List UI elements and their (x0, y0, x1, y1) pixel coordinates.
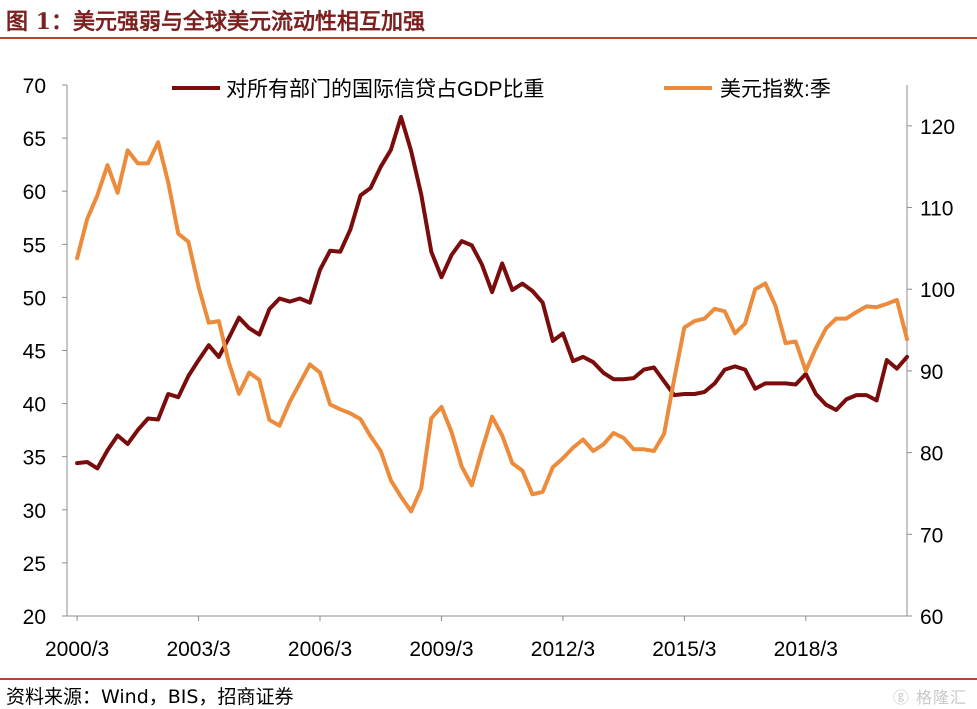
chart-ticks: 20 25 30 35 40 45 50 55 60 65 70 60 70 80 90 100 110 120 2… (23, 75, 955, 661)
source-note: 资料来源：Wind，BIS，招商证券 (6, 682, 293, 709)
right-axis-tick-label: 70 (920, 524, 943, 547)
x-axis-tick-label: 2009/3 (409, 638, 473, 661)
left-axis-tick-label: 60 (23, 181, 46, 204)
left-axis-tick-label: 35 (23, 447, 46, 470)
series-line-intl-credit (75, 114, 909, 471)
chart-series (75, 114, 909, 514)
legend-label-dollar-index: 美元指数:季 (720, 78, 831, 101)
x-axis-tick-label: 2000/3 (45, 638, 109, 661)
left-axis-tick-label: 20 (23, 606, 46, 629)
watermark-text: 格隆汇 (915, 688, 967, 707)
figure-title: 图 1：美元强弱与全球美元流动性相互加强 (6, 9, 425, 35)
gelonghui-logo-icon: ⓖ (892, 688, 910, 707)
left-axis-tick-label: 70 (23, 75, 46, 98)
title-divider (0, 37, 977, 39)
right-axis-tick-label: 90 (920, 361, 943, 384)
x-axis-tick-label: 2015/3 (652, 638, 716, 661)
right-axis-tick-label: 80 (920, 443, 943, 466)
left-axis-tick-label: 30 (23, 500, 46, 523)
chart-axes (66, 85, 908, 617)
left-axis-tick-label: 65 (23, 128, 46, 151)
legend-label-intl-credit: 对所有部门的国际信贷占GDP比重 (226, 78, 545, 101)
source-text: Wind，BIS，招商证券 (101, 686, 294, 708)
chart-legend: 对所有部门的国际信贷占GDP比重 美元指数:季 (172, 78, 831, 101)
right-axis-tick-label: 100 (920, 279, 955, 302)
dual-axis-line-chart: 20 25 30 35 40 45 50 55 60 65 70 60 70 80 90 100 110 120 2… (23, 75, 955, 661)
x-axis-tick-label: 2006/3 (288, 638, 352, 661)
left-axis-tick-label: 55 (23, 234, 46, 257)
right-axis-tick-label: 110 (920, 198, 953, 221)
left-axis-tick-label: 45 (23, 341, 46, 364)
source-divider (0, 678, 977, 680)
left-axis-tick-label: 50 (23, 287, 46, 310)
x-axis-tick-label: 2012/3 (531, 638, 595, 661)
x-axis-tick-label: 2003/3 (166, 638, 230, 661)
series-line-dollar-index (75, 140, 909, 514)
x-axis-tick-label: 2018/3 (774, 638, 838, 661)
right-axis-tick-label: 60 (920, 606, 943, 629)
left-axis-tick-label: 25 (23, 553, 46, 576)
source-label: 资料来源： (6, 686, 102, 708)
left-axis-tick-label: 40 (23, 394, 46, 417)
watermark: ⓖ 格隆汇 (893, 684, 967, 708)
right-axis-tick-label: 120 (920, 116, 955, 139)
